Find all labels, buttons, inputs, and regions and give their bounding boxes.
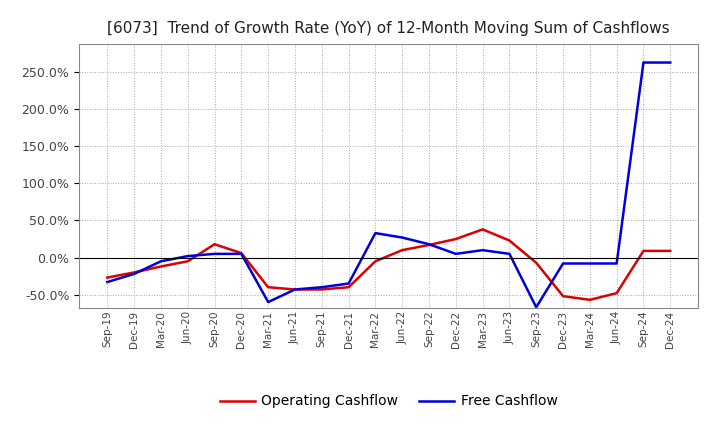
Operating Cashflow bbox=[157, 264, 166, 269]
Operating Cashflow bbox=[585, 297, 594, 302]
Operating Cashflow bbox=[532, 260, 541, 265]
Free Cashflow bbox=[103, 279, 112, 285]
Free Cashflow bbox=[505, 251, 514, 257]
Operating Cashflow bbox=[478, 227, 487, 232]
Operating Cashflow bbox=[318, 287, 326, 292]
Operating Cashflow bbox=[666, 248, 675, 253]
Free Cashflow bbox=[532, 304, 541, 310]
Legend: Operating Cashflow, Free Cashflow: Operating Cashflow, Free Cashflow bbox=[215, 389, 563, 414]
Operating Cashflow bbox=[130, 270, 138, 275]
Free Cashflow bbox=[478, 248, 487, 253]
Free Cashflow bbox=[585, 261, 594, 266]
Free Cashflow bbox=[451, 251, 460, 257]
Operating Cashflow bbox=[103, 275, 112, 280]
Free Cashflow bbox=[371, 231, 379, 236]
Free Cashflow bbox=[291, 287, 300, 292]
Operating Cashflow bbox=[210, 242, 219, 247]
Operating Cashflow bbox=[451, 236, 460, 242]
Free Cashflow bbox=[344, 281, 353, 286]
Operating Cashflow bbox=[505, 238, 514, 243]
Free Cashflow bbox=[237, 251, 246, 257]
Title: [6073]  Trend of Growth Rate (YoY) of 12-Month Moving Sum of Cashflows: [6073] Trend of Growth Rate (YoY) of 12-… bbox=[107, 21, 670, 36]
Free Cashflow bbox=[318, 285, 326, 290]
Operating Cashflow bbox=[425, 242, 433, 248]
Operating Cashflow bbox=[371, 259, 379, 264]
Line: Free Cashflow: Free Cashflow bbox=[107, 62, 670, 307]
Free Cashflow bbox=[425, 242, 433, 247]
Free Cashflow bbox=[559, 261, 567, 266]
Free Cashflow bbox=[612, 261, 621, 266]
Line: Operating Cashflow: Operating Cashflow bbox=[107, 229, 670, 300]
Free Cashflow bbox=[639, 60, 648, 65]
Operating Cashflow bbox=[639, 248, 648, 253]
Operating Cashflow bbox=[344, 285, 353, 290]
Free Cashflow bbox=[398, 235, 407, 240]
Operating Cashflow bbox=[291, 287, 300, 292]
Operating Cashflow bbox=[264, 285, 272, 290]
Free Cashflow bbox=[184, 253, 192, 259]
Free Cashflow bbox=[157, 259, 166, 264]
Free Cashflow bbox=[264, 300, 272, 305]
Operating Cashflow bbox=[559, 293, 567, 299]
Operating Cashflow bbox=[184, 259, 192, 264]
Operating Cashflow bbox=[237, 250, 246, 256]
Free Cashflow bbox=[666, 60, 675, 65]
Operating Cashflow bbox=[612, 290, 621, 296]
Operating Cashflow bbox=[398, 248, 407, 253]
Free Cashflow bbox=[210, 251, 219, 257]
Free Cashflow bbox=[130, 271, 138, 276]
